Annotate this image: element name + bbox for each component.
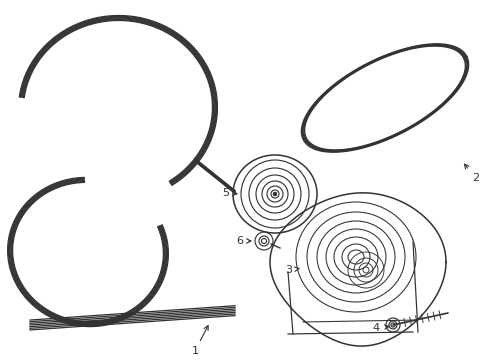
Text: 2: 2 [465, 164, 479, 183]
Text: 6: 6 [236, 236, 251, 246]
Text: 5: 5 [222, 188, 237, 198]
Circle shape [273, 193, 276, 195]
Text: 1: 1 [192, 325, 208, 356]
Text: 4: 4 [373, 323, 389, 333]
Text: 3: 3 [285, 265, 299, 275]
